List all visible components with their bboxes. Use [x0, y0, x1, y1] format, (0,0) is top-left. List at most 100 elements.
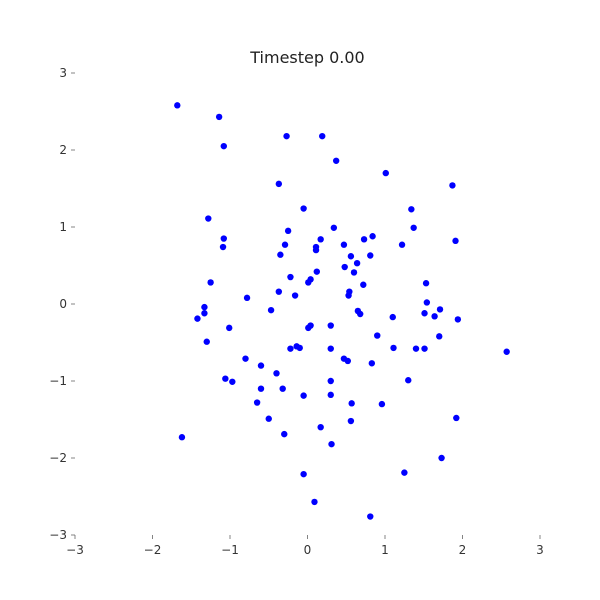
- y-tick-label: −2: [49, 451, 67, 465]
- y-tick-label: 3: [59, 66, 67, 80]
- data-point: [341, 263, 348, 271]
- data-point: [436, 306, 444, 313]
- data-point: [452, 237, 459, 245]
- data-point: [350, 269, 358, 276]
- data-point: [327, 322, 334, 329]
- data-point: [300, 392, 307, 399]
- data-point: [431, 313, 438, 320]
- data-point: [423, 299, 431, 306]
- x-tick-label: 0: [304, 543, 312, 557]
- data-point: [284, 227, 292, 235]
- data-point: [281, 430, 288, 438]
- data-point: [220, 142, 227, 150]
- data-point: [438, 454, 445, 462]
- data-point: [390, 344, 397, 352]
- data-point: [374, 332, 381, 339]
- data-point: [201, 303, 208, 311]
- data-point: [345, 292, 352, 299]
- data-point: [313, 268, 320, 275]
- data-point: [436, 333, 443, 340]
- data-point: [367, 252, 374, 259]
- data-point: [327, 391, 334, 399]
- data-point: [368, 360, 376, 367]
- data-point: [207, 279, 214, 286]
- data-point: [344, 357, 351, 365]
- data-point: [203, 338, 210, 345]
- x-axis-ticks: −3 −2 −1 0 1 2 3: [66, 535, 544, 557]
- data-point: [317, 424, 324, 431]
- data-point: [300, 205, 307, 212]
- data-point: [287, 345, 294, 352]
- data-point: [330, 224, 338, 231]
- data-point: [347, 417, 355, 425]
- x-tick-label: 3: [536, 543, 544, 557]
- chart-title: Timestep 0.00: [249, 48, 364, 67]
- data-point: [319, 132, 326, 140]
- data-point: [273, 370, 280, 377]
- data-point: [267, 306, 275, 314]
- x-tick-label: 1: [381, 543, 389, 557]
- data-point: [305, 279, 312, 286]
- data-point: [229, 378, 236, 385]
- data-point: [291, 292, 299, 299]
- data-point: [275, 180, 283, 188]
- data-point: [405, 377, 412, 384]
- data-point: [265, 415, 272, 422]
- data-point: [222, 375, 229, 382]
- data-point: [287, 273, 294, 281]
- data-point: [312, 246, 320, 254]
- data-point: [201, 310, 208, 317]
- data-point: [300, 470, 307, 478]
- data-point: [305, 324, 312, 332]
- data-point: [327, 345, 334, 352]
- x-tick-label: −2: [144, 543, 162, 557]
- data-point: [378, 400, 386, 408]
- y-tick-label: −1: [49, 374, 67, 388]
- data-point: [347, 253, 355, 260]
- y-tick-label: −3: [49, 528, 67, 542]
- data-point: [382, 169, 389, 177]
- data-point: [205, 215, 212, 222]
- y-tick-label: 1: [59, 220, 67, 234]
- data-point: [369, 233, 376, 240]
- data-point: [178, 434, 186, 441]
- data-point: [219, 243, 227, 251]
- data-point: [503, 348, 510, 355]
- x-tick-label: 2: [459, 543, 467, 557]
- data-point: [348, 400, 355, 407]
- x-tick-label: −3: [66, 543, 84, 557]
- data-point: [454, 316, 462, 323]
- data-point: [353, 259, 361, 267]
- data-point: [408, 206, 415, 213]
- data-point: [360, 236, 368, 243]
- data-point: [410, 224, 417, 231]
- data-point: [360, 281, 367, 288]
- data-point: [283, 132, 290, 140]
- data-point: [215, 113, 223, 121]
- data-point: [389, 313, 396, 321]
- data-point: [253, 399, 261, 406]
- data-point: [422, 280, 430, 287]
- data-point: [421, 310, 428, 317]
- data-point: [220, 235, 227, 242]
- data-point: [317, 236, 324, 243]
- data-point: [311, 498, 318, 506]
- x-tick-label: −1: [221, 543, 239, 557]
- data-point: [277, 251, 284, 258]
- data-point: [357, 310, 364, 318]
- data-point: [242, 355, 249, 362]
- data-point: [296, 344, 303, 352]
- data-point: [279, 385, 286, 392]
- data-point: [332, 157, 340, 164]
- y-tick-label: 0: [59, 297, 67, 311]
- data-point: [194, 315, 201, 322]
- data-point: [327, 377, 334, 385]
- data-point: [226, 324, 233, 332]
- data-point: [275, 288, 283, 295]
- scatter-points: [174, 102, 510, 520]
- data-point: [398, 241, 406, 248]
- data-point: [257, 362, 265, 369]
- data-point: [421, 345, 428, 352]
- y-axis-ticks: −3 −2 −1 0 1 2 3: [49, 66, 75, 542]
